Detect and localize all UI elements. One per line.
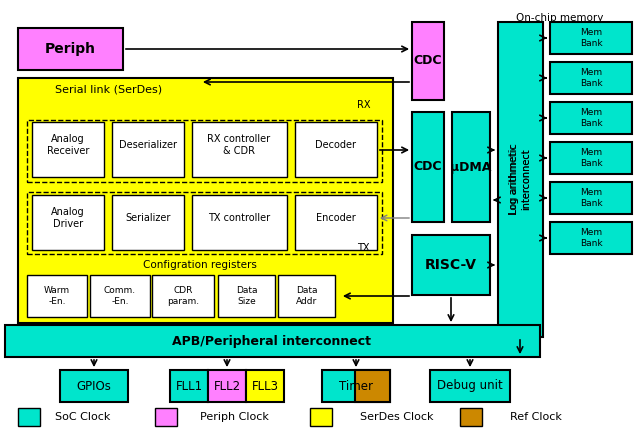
Text: RX: RX bbox=[356, 100, 370, 110]
FancyBboxPatch shape bbox=[322, 370, 390, 402]
FancyBboxPatch shape bbox=[550, 222, 632, 254]
Text: FLL2: FLL2 bbox=[213, 379, 241, 392]
FancyBboxPatch shape bbox=[27, 120, 382, 182]
Text: Data
Addr: Data Addr bbox=[296, 286, 317, 306]
Text: Ref Clock: Ref Clock bbox=[510, 412, 562, 422]
Text: Mem
Bank: Mem Bank bbox=[580, 28, 602, 48]
FancyBboxPatch shape bbox=[32, 122, 104, 177]
Text: Warm
-En.: Warm -En. bbox=[44, 286, 70, 306]
Text: TX controller: TX controller bbox=[208, 213, 270, 223]
FancyBboxPatch shape bbox=[18, 408, 40, 426]
Text: Serial link (SerDes): Serial link (SerDes) bbox=[55, 85, 162, 95]
Text: Encoder: Encoder bbox=[316, 213, 356, 223]
Text: FLL1: FLL1 bbox=[175, 379, 203, 392]
FancyBboxPatch shape bbox=[170, 370, 208, 402]
FancyBboxPatch shape bbox=[550, 22, 632, 54]
FancyBboxPatch shape bbox=[550, 62, 632, 94]
Text: Log arithmetic
interconnect: Log arithmetic interconnect bbox=[509, 144, 531, 215]
FancyBboxPatch shape bbox=[550, 102, 632, 134]
FancyBboxPatch shape bbox=[550, 142, 632, 174]
FancyBboxPatch shape bbox=[192, 122, 287, 177]
Text: CDC: CDC bbox=[413, 160, 442, 173]
Text: On-chip memory: On-chip memory bbox=[516, 13, 604, 23]
Text: Mem
Bank: Mem Bank bbox=[580, 228, 602, 248]
Text: Serializer: Serializer bbox=[125, 213, 171, 223]
FancyBboxPatch shape bbox=[32, 195, 104, 250]
Text: Deserializer: Deserializer bbox=[119, 140, 177, 150]
Text: APB/Peripheral interconnect: APB/Peripheral interconnect bbox=[173, 334, 371, 347]
Text: CDR
param.: CDR param. bbox=[167, 286, 199, 306]
FancyBboxPatch shape bbox=[18, 78, 393, 323]
FancyBboxPatch shape bbox=[112, 195, 184, 250]
FancyBboxPatch shape bbox=[412, 235, 490, 295]
Text: Mem
Bank: Mem Bank bbox=[580, 68, 602, 88]
Text: Debug unit: Debug unit bbox=[437, 379, 503, 392]
FancyBboxPatch shape bbox=[460, 408, 482, 426]
FancyBboxPatch shape bbox=[112, 122, 184, 177]
Text: Analog
Driver: Analog Driver bbox=[51, 207, 85, 229]
FancyBboxPatch shape bbox=[192, 195, 287, 250]
FancyBboxPatch shape bbox=[60, 370, 128, 402]
FancyBboxPatch shape bbox=[310, 408, 332, 426]
Text: Log arithmetic
interconnect: Log arithmetic interconnect bbox=[509, 144, 531, 215]
Text: μDMA: μDMA bbox=[451, 160, 492, 173]
FancyBboxPatch shape bbox=[278, 275, 335, 317]
FancyBboxPatch shape bbox=[295, 195, 377, 250]
FancyBboxPatch shape bbox=[90, 275, 150, 317]
Text: Comm.
-En.: Comm. -En. bbox=[104, 286, 136, 306]
Text: GPIOs: GPIOs bbox=[77, 379, 111, 392]
FancyBboxPatch shape bbox=[550, 182, 632, 214]
FancyBboxPatch shape bbox=[412, 22, 444, 100]
Text: Mem
Bank: Mem Bank bbox=[580, 148, 602, 168]
FancyBboxPatch shape bbox=[498, 22, 543, 337]
Text: CDC: CDC bbox=[413, 55, 442, 67]
FancyBboxPatch shape bbox=[355, 370, 390, 402]
FancyBboxPatch shape bbox=[208, 370, 246, 402]
FancyBboxPatch shape bbox=[452, 112, 490, 222]
Text: Data
Size: Data Size bbox=[236, 286, 257, 306]
FancyBboxPatch shape bbox=[430, 370, 510, 402]
Text: Analog
Receiver: Analog Receiver bbox=[47, 134, 89, 156]
Text: Timer: Timer bbox=[339, 379, 373, 392]
Text: Mem
Bank: Mem Bank bbox=[580, 188, 602, 208]
Text: TX: TX bbox=[358, 243, 370, 253]
Text: SoC Clock: SoC Clock bbox=[55, 412, 110, 422]
Text: Decoder: Decoder bbox=[316, 140, 356, 150]
FancyBboxPatch shape bbox=[246, 370, 284, 402]
Text: Periph Clock: Periph Clock bbox=[200, 412, 269, 422]
Text: SerDes Clock: SerDes Clock bbox=[360, 412, 433, 422]
FancyBboxPatch shape bbox=[18, 28, 123, 70]
Text: RX controller
& CDR: RX controller & CDR bbox=[207, 134, 271, 156]
FancyBboxPatch shape bbox=[295, 122, 377, 177]
Text: Configration registers: Configration registers bbox=[143, 260, 257, 270]
FancyBboxPatch shape bbox=[412, 112, 444, 222]
FancyBboxPatch shape bbox=[155, 408, 177, 426]
Text: Periph: Periph bbox=[45, 42, 95, 56]
FancyBboxPatch shape bbox=[152, 275, 214, 317]
Text: RISC-V: RISC-V bbox=[425, 258, 477, 272]
Text: FLL3: FLL3 bbox=[252, 379, 278, 392]
FancyBboxPatch shape bbox=[5, 325, 540, 357]
FancyBboxPatch shape bbox=[27, 192, 382, 254]
FancyBboxPatch shape bbox=[27, 275, 87, 317]
Text: Mem
Bank: Mem Bank bbox=[580, 108, 602, 128]
FancyBboxPatch shape bbox=[218, 275, 275, 317]
